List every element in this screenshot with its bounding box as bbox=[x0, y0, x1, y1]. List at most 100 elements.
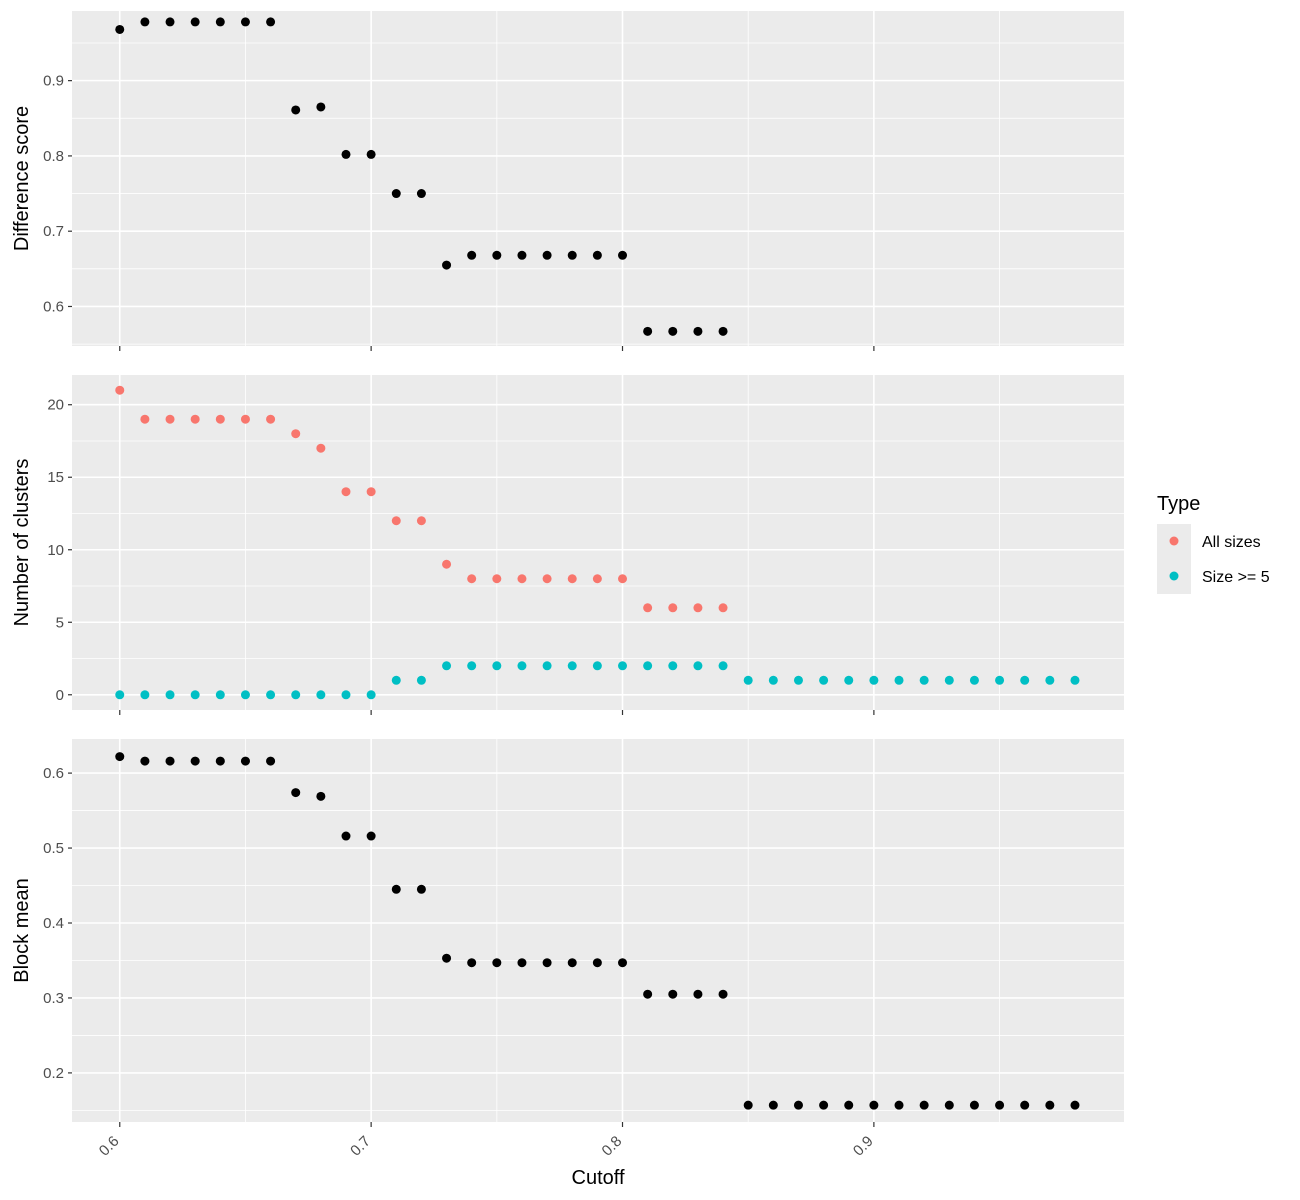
data-point bbox=[391, 675, 401, 685]
legend-label: All sizes bbox=[1202, 534, 1261, 551]
series-1 bbox=[115, 752, 1080, 1110]
data-point bbox=[416, 189, 426, 199]
data-point bbox=[316, 102, 326, 112]
y-tick-label: 0.4 bbox=[43, 915, 64, 932]
data-point bbox=[366, 831, 376, 841]
data-point bbox=[693, 989, 703, 999]
data-point bbox=[517, 661, 527, 671]
data-point bbox=[366, 487, 376, 497]
data-point bbox=[844, 1100, 854, 1110]
data-point bbox=[542, 958, 552, 968]
data-point bbox=[442, 953, 452, 963]
panel-background bbox=[72, 375, 1124, 710]
data-point bbox=[266, 17, 276, 27]
legend-key bbox=[1169, 571, 1179, 581]
data-point bbox=[542, 250, 552, 260]
data-point bbox=[341, 831, 351, 841]
data-point bbox=[316, 690, 326, 700]
y-tick-label: 0.8 bbox=[43, 148, 64, 165]
data-point bbox=[366, 690, 376, 700]
data-point bbox=[240, 756, 250, 766]
data-point bbox=[668, 326, 678, 336]
data-point bbox=[115, 385, 125, 395]
data-point bbox=[819, 1100, 829, 1110]
legend-key bbox=[1169, 536, 1179, 546]
data-point bbox=[140, 414, 150, 424]
data-point bbox=[442, 260, 452, 270]
y-tick-label: 0.9 bbox=[43, 73, 64, 90]
data-point bbox=[668, 661, 678, 671]
data-point bbox=[718, 326, 728, 336]
data-point bbox=[618, 661, 628, 671]
data-point bbox=[1045, 1100, 1055, 1110]
data-point bbox=[1070, 675, 1080, 685]
data-point bbox=[366, 149, 376, 159]
panel-background bbox=[72, 739, 1124, 1122]
data-point bbox=[416, 675, 426, 685]
data-point bbox=[995, 1100, 1005, 1110]
data-point bbox=[316, 443, 326, 453]
data-point bbox=[215, 690, 225, 700]
data-point bbox=[467, 250, 477, 260]
data-point bbox=[743, 1100, 753, 1110]
data-point bbox=[416, 516, 426, 526]
data-point bbox=[140, 17, 150, 27]
y-tick-label: 10 bbox=[47, 542, 64, 559]
data-point bbox=[467, 958, 477, 968]
series-1 bbox=[115, 385, 728, 613]
data-point bbox=[492, 958, 502, 968]
data-point bbox=[592, 958, 602, 968]
data-point bbox=[844, 675, 854, 685]
legend-title: Type bbox=[1157, 493, 1200, 515]
panel-background bbox=[72, 11, 1124, 346]
data-point bbox=[391, 884, 401, 894]
data-point bbox=[240, 414, 250, 424]
panels-group: 0.6 0.7 0.8 0.9 Difference score 0 5 10 15 20 Numb… bbox=[11, 11, 1124, 1160]
y-axis-title: Number of clusters bbox=[11, 459, 33, 627]
data-point bbox=[1045, 675, 1055, 685]
data-point bbox=[165, 756, 175, 766]
data-point bbox=[115, 690, 125, 700]
data-point bbox=[492, 661, 502, 671]
legend-entries: All sizes Size >= 5 bbox=[1169, 534, 1270, 586]
data-point bbox=[341, 487, 351, 497]
data-point bbox=[643, 603, 653, 613]
data-point bbox=[215, 17, 225, 27]
y-tick-label: 20 bbox=[47, 397, 64, 414]
data-point bbox=[140, 690, 150, 700]
data-point bbox=[693, 661, 703, 671]
data-point bbox=[919, 1100, 929, 1110]
data-point bbox=[115, 24, 125, 34]
data-point bbox=[643, 326, 653, 336]
legend-key-background bbox=[1157, 524, 1191, 594]
data-point bbox=[567, 958, 577, 968]
data-point bbox=[1020, 1100, 1030, 1110]
data-point bbox=[115, 752, 125, 762]
panel-2: 0 5 10 15 20 Number of clusters bbox=[11, 375, 1124, 715]
data-point bbox=[391, 516, 401, 526]
data-point bbox=[190, 17, 200, 27]
data-point bbox=[165, 690, 175, 700]
data-point bbox=[190, 690, 200, 700]
data-point bbox=[190, 414, 200, 424]
data-point bbox=[718, 661, 728, 671]
data-point bbox=[668, 603, 678, 613]
data-point bbox=[215, 756, 225, 766]
data-point bbox=[567, 661, 577, 671]
data-point bbox=[517, 574, 527, 584]
data-point bbox=[215, 414, 225, 424]
data-point bbox=[266, 690, 276, 700]
data-point bbox=[793, 1100, 803, 1110]
y-tick-label: 0.3 bbox=[43, 990, 64, 1007]
data-point bbox=[416, 884, 426, 894]
data-point bbox=[668, 989, 678, 999]
data-point bbox=[442, 559, 452, 569]
y-tick-label: 0.5 bbox=[43, 840, 64, 857]
data-point bbox=[316, 791, 326, 801]
data-point bbox=[944, 675, 954, 685]
data-point bbox=[919, 675, 929, 685]
data-point bbox=[693, 326, 703, 336]
y-tick-label: 0.6 bbox=[43, 298, 64, 315]
legend: Type All sizes Size >= 5 bbox=[1157, 493, 1270, 594]
